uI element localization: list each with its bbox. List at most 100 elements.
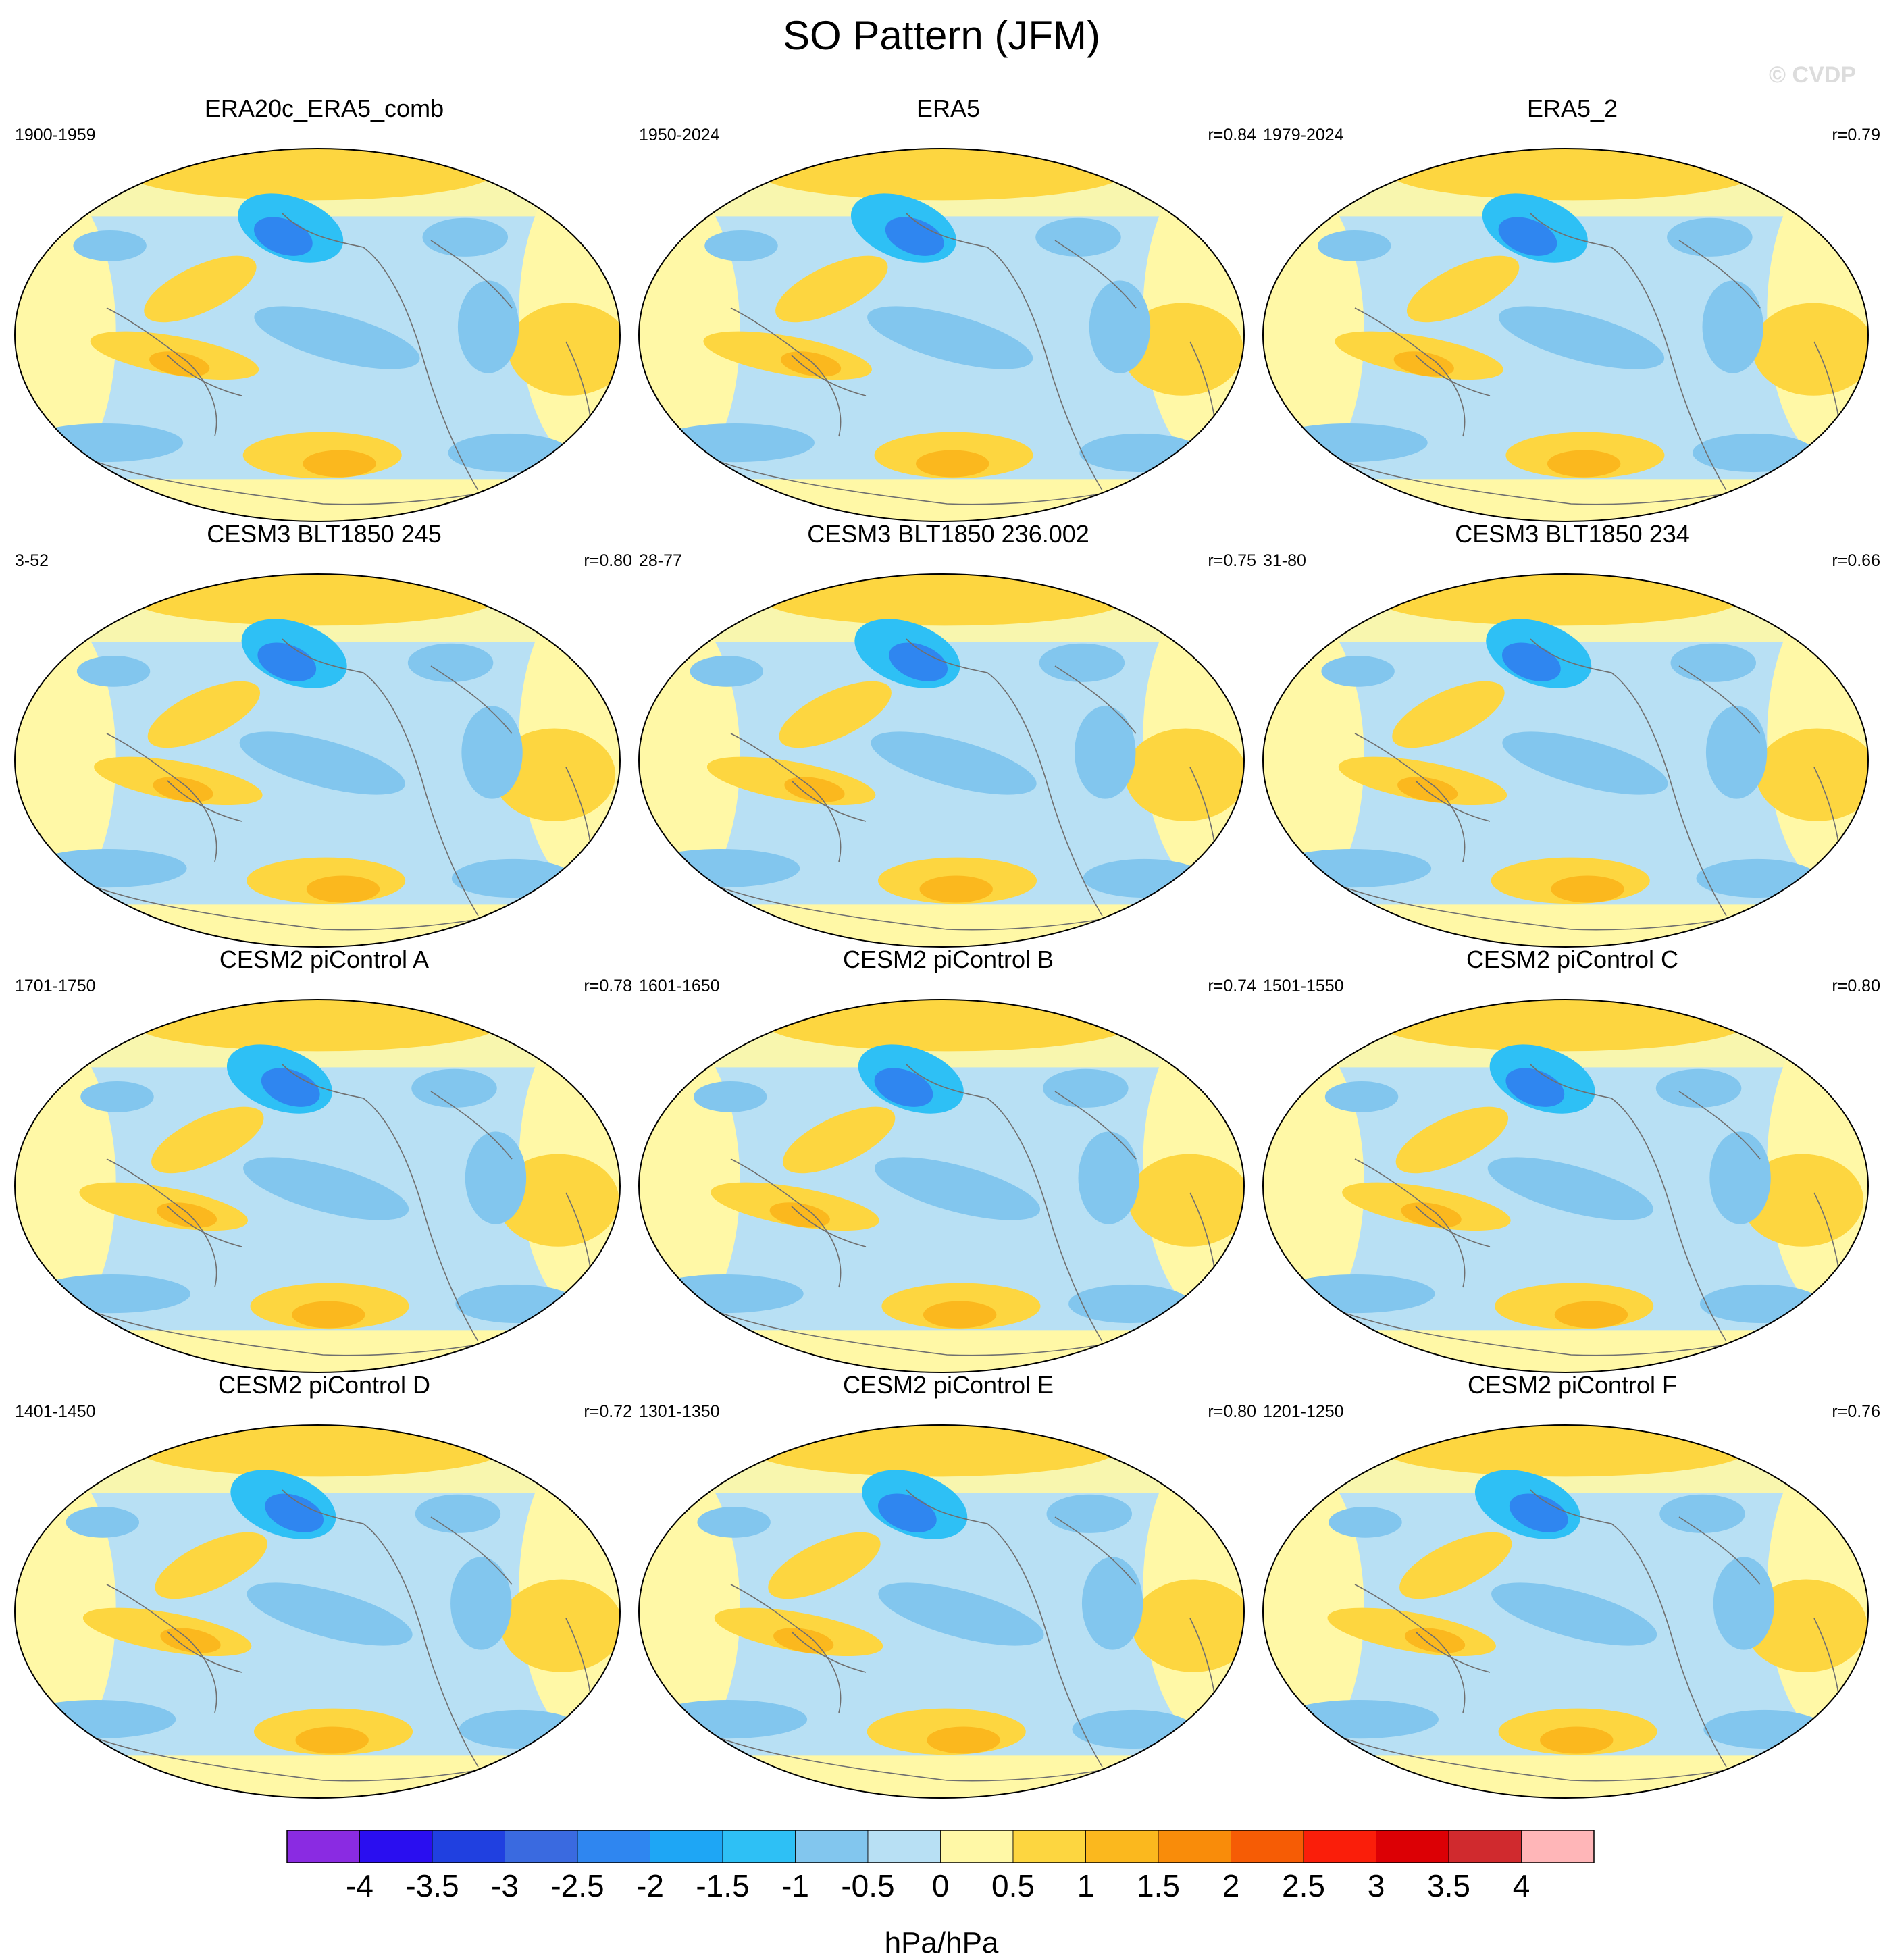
coastline — [430, 1516, 513, 1585]
anomaly-contour — [500, 1579, 620, 1672]
anomaly-contour — [153, 777, 213, 802]
anomaly-contour — [73, 230, 147, 261]
anomaly-contour — [126, 149, 494, 201]
colorbar-tick-label: -2 — [636, 1868, 664, 1903]
anomaly-contour — [889, 642, 948, 681]
coastline — [1354, 733, 1466, 862]
antarctic-band — [1263, 1330, 1868, 1372]
anomaly-contour — [1125, 728, 1244, 821]
map-svg — [638, 999, 1245, 1373]
anomaly-contour — [871, 731, 1037, 795]
colorbar-tick-label: 4 — [1513, 1868, 1530, 1903]
colorbar-box — [1085, 1830, 1159, 1863]
map-outline — [14, 1424, 621, 1799]
coastline — [1354, 307, 1466, 437]
anomaly-contour — [758, 149, 1125, 201]
anomaly-contour — [782, 1106, 896, 1174]
coastline — [282, 213, 479, 491]
colorbar-tick-label: -1.5 — [696, 1868, 749, 1903]
anomaly-contour — [80, 1081, 154, 1112]
anomaly-contour — [644, 1274, 804, 1314]
map-panel: ERA5 1950-2024 r=0.84 — [636, 95, 1260, 522]
coastline — [106, 1584, 217, 1713]
anomaly-contour — [265, 1493, 324, 1532]
anomaly-contour — [457, 280, 519, 373]
anomaly-contour — [1501, 642, 1561, 681]
anomaly-contour — [1128, 1154, 1244, 1247]
panel-years: 1979-2024 — [1263, 126, 1344, 145]
anomaly-contour — [1491, 1582, 1657, 1646]
map-outline — [1262, 573, 1869, 948]
antarctic-band — [639, 1330, 1244, 1372]
coastline — [1415, 1631, 1491, 1673]
anomaly-contour — [779, 681, 892, 748]
panel-title: CESM2 piControl E — [842, 1371, 1054, 1399]
anomaly-contour — [768, 1532, 881, 1599]
colorbar-box — [795, 1830, 869, 1863]
coastline — [730, 1158, 842, 1288]
anomaly-contour — [775, 255, 888, 323]
anomaly-contour — [874, 1157, 1041, 1220]
anomaly-contour — [1551, 875, 1624, 903]
panel-years: 1501-1550 — [1263, 977, 1344, 996]
anomaly-contour — [253, 217, 313, 256]
anomaly-contour — [155, 1532, 267, 1599]
map-svg — [14, 999, 621, 1373]
coastline — [282, 1489, 479, 1768]
map-svg — [638, 1424, 1245, 1799]
map-outline — [1262, 1424, 1869, 1799]
anomaly-contour — [1709, 1131, 1771, 1224]
west-neutral — [15, 1029, 116, 1338]
panel-years: 3-52 — [15, 551, 49, 570]
colorbar-box — [940, 1830, 1014, 1863]
anomaly-contour — [144, 255, 257, 323]
anomaly-contour — [292, 1301, 365, 1329]
panel-title: CESM2 piControl D — [217, 1371, 431, 1399]
panel-correlation: r=0.78 — [584, 977, 632, 996]
coastline — [1054, 240, 1137, 309]
antarctic-band — [1263, 1755, 1868, 1798]
anomaly-contour — [1702, 280, 1763, 373]
anomaly-contour — [1382, 1425, 1749, 1477]
colorbar-tick-label: -4 — [346, 1868, 373, 1903]
colorbar-box — [286, 1830, 360, 1863]
coastline — [167, 355, 242, 396]
cvdp-watermark: © CVDP — [1769, 62, 1856, 88]
anomaly-contour — [1498, 306, 1665, 369]
anomaly-contour — [704, 230, 778, 261]
panel-correlation: r=0.75 — [1208, 551, 1256, 570]
anomaly-contour — [1406, 255, 1520, 323]
colorbar: -4 -3.5 -3 -2.5 -2 -1.5 -1 -0.5 0 0.5 1 1.5 2 2.5 3 3.5… — [0, 1824, 1883, 1955]
coastline — [1415, 355, 1491, 396]
anomaly-contour — [407, 643, 494, 682]
coastline — [430, 240, 513, 309]
coastline — [1354, 1584, 1466, 1713]
anomaly-contour — [1272, 848, 1432, 888]
panel-years: 1900-1959 — [15, 126, 96, 145]
colorbar-svg: -4 -3.5 -3 -2.5 -2 -1.5 -1 -0.5 0 0.5 1 1.5 2 2.5 3 3.5… — [286, 1830, 1595, 1903]
map-panel: ERA20c_ERA5_comb 1900-1959 — [12, 95, 636, 522]
anomaly-contour — [750, 1425, 1118, 1477]
anomaly-contour — [243, 1157, 409, 1220]
colorbar-box — [577, 1830, 650, 1863]
panel-title: ERA5 — [916, 95, 981, 122]
colorbar-tick-label: 1.5 — [1137, 1868, 1180, 1903]
panel-title: CESM2 piControl A — [219, 946, 430, 973]
map-outline — [638, 573, 1245, 948]
anomaly-contour — [254, 306, 420, 369]
anomaly-contour — [867, 306, 1033, 369]
panel-title: CESM2 piControl F — [1467, 1371, 1678, 1399]
anomaly-contour — [493, 728, 616, 821]
colorbar-tick-label: 2 — [1222, 1868, 1240, 1903]
anomaly-contour — [1705, 706, 1768, 799]
colorbar-tick-label: 0 — [932, 1868, 950, 1903]
anomaly-contour — [927, 1726, 1000, 1754]
anomaly-contour — [1401, 1202, 1462, 1228]
coastline — [1530, 1064, 1727, 1342]
map-outline — [14, 573, 621, 948]
anomaly-contour — [648, 1699, 808, 1739]
colorbar-box — [1303, 1830, 1376, 1863]
panel-correlation: r=0.72 — [584, 1402, 632, 1421]
map-svg — [14, 573, 621, 948]
anomaly-contour — [247, 1582, 413, 1646]
